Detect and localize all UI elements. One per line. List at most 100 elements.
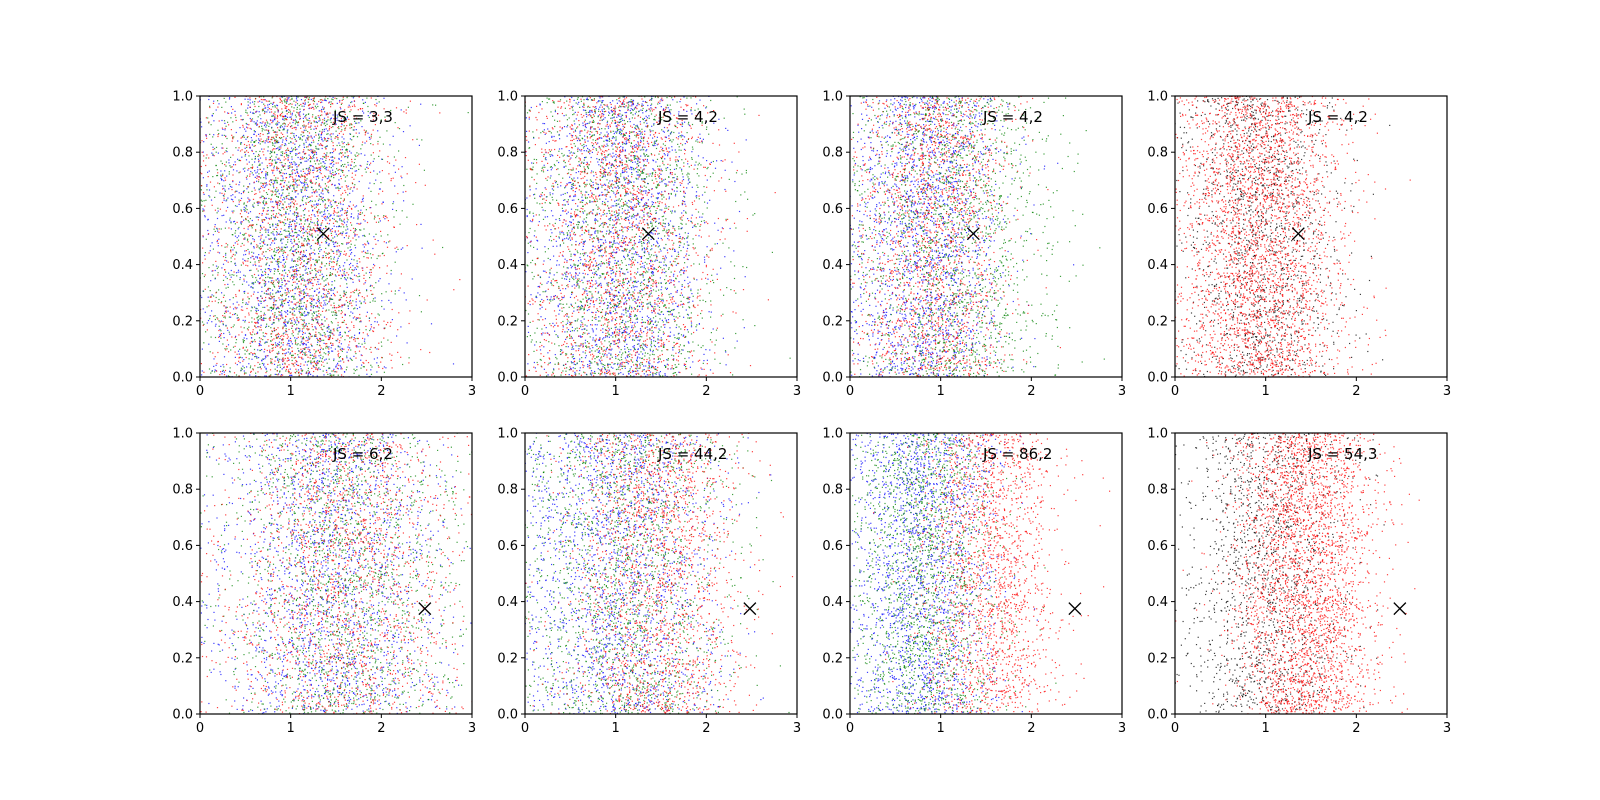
data-point [273,300,275,302]
data-point [223,187,225,190]
data-point [359,164,361,167]
data-point [391,319,393,321]
data-point [257,316,259,318]
data-point [367,110,369,113]
data-point [396,246,398,248]
data-point [315,361,318,363]
data-point [301,305,303,308]
data-point [300,218,302,220]
data-point [299,117,301,120]
data-point [242,234,244,236]
data-point [312,358,314,360]
data-point [258,304,260,307]
data-point [229,274,231,276]
data-point [317,241,319,243]
data-point [227,283,229,285]
data-point [337,350,339,352]
data-point [266,341,268,343]
data-point [420,349,422,351]
data-point [218,325,220,327]
data-point [235,251,237,253]
data-point [332,289,334,291]
data-point [300,278,302,280]
data-point [229,367,231,369]
data-point [300,314,302,316]
data-point [228,173,230,175]
data-point [218,120,220,122]
data-point [320,324,322,326]
data-point [303,144,305,146]
data-point [302,319,304,321]
data-point [251,334,253,336]
data-point [341,209,343,211]
data-point [362,269,364,271]
data-point [223,316,225,318]
data-point [303,320,305,322]
data-point [215,190,217,192]
data-point [291,231,294,233]
data-point [287,288,289,290]
data-point [280,147,282,149]
data-point [350,101,352,104]
data-point [205,135,207,137]
data-point [270,358,272,360]
data-point [215,323,217,325]
data-point [309,171,311,173]
data-point [336,187,338,189]
data-point [359,213,361,215]
data-point [280,240,282,242]
data-point [330,101,332,103]
data-point [350,358,352,360]
data-point [255,216,257,218]
data-point [319,168,322,170]
data-point [232,174,234,176]
data-point [238,172,240,174]
data-point [259,224,262,227]
data-point [283,159,285,161]
data-point [236,364,238,366]
data-point [248,124,250,126]
data-point [326,326,328,329]
data-point [269,250,271,252]
data-point [303,185,305,187]
data-point [260,196,262,198]
data-point [266,129,268,131]
data-point [287,301,289,304]
data-point [273,167,275,169]
data-point [259,282,261,284]
data-point [345,293,347,295]
data-point [272,308,274,310]
data-point [313,120,315,122]
data-point [325,154,327,156]
data-point [291,313,293,315]
data-point [251,144,253,146]
data-point [304,180,306,182]
data-point [240,115,242,117]
data-point [313,361,315,363]
data-point [375,98,377,101]
data-point [291,374,293,376]
data-point [291,150,293,152]
data-point [316,314,318,316]
data-point [209,351,211,353]
data-point [302,235,305,237]
data-point [300,302,302,304]
data-point [336,136,338,138]
data-point [293,133,295,135]
data-point [299,316,301,318]
data-point [309,337,311,339]
data-point [317,306,319,308]
data-point [277,337,279,339]
data-point [341,124,343,126]
data-point [315,230,317,232]
data-point [251,251,253,253]
data-point [296,337,298,340]
data-point [228,171,230,173]
data-point [250,170,252,173]
data-point [207,218,209,220]
data-point [296,288,299,290]
data-point [235,374,238,376]
data-point [235,116,237,119]
data-point [341,234,343,236]
data-point [296,360,298,363]
